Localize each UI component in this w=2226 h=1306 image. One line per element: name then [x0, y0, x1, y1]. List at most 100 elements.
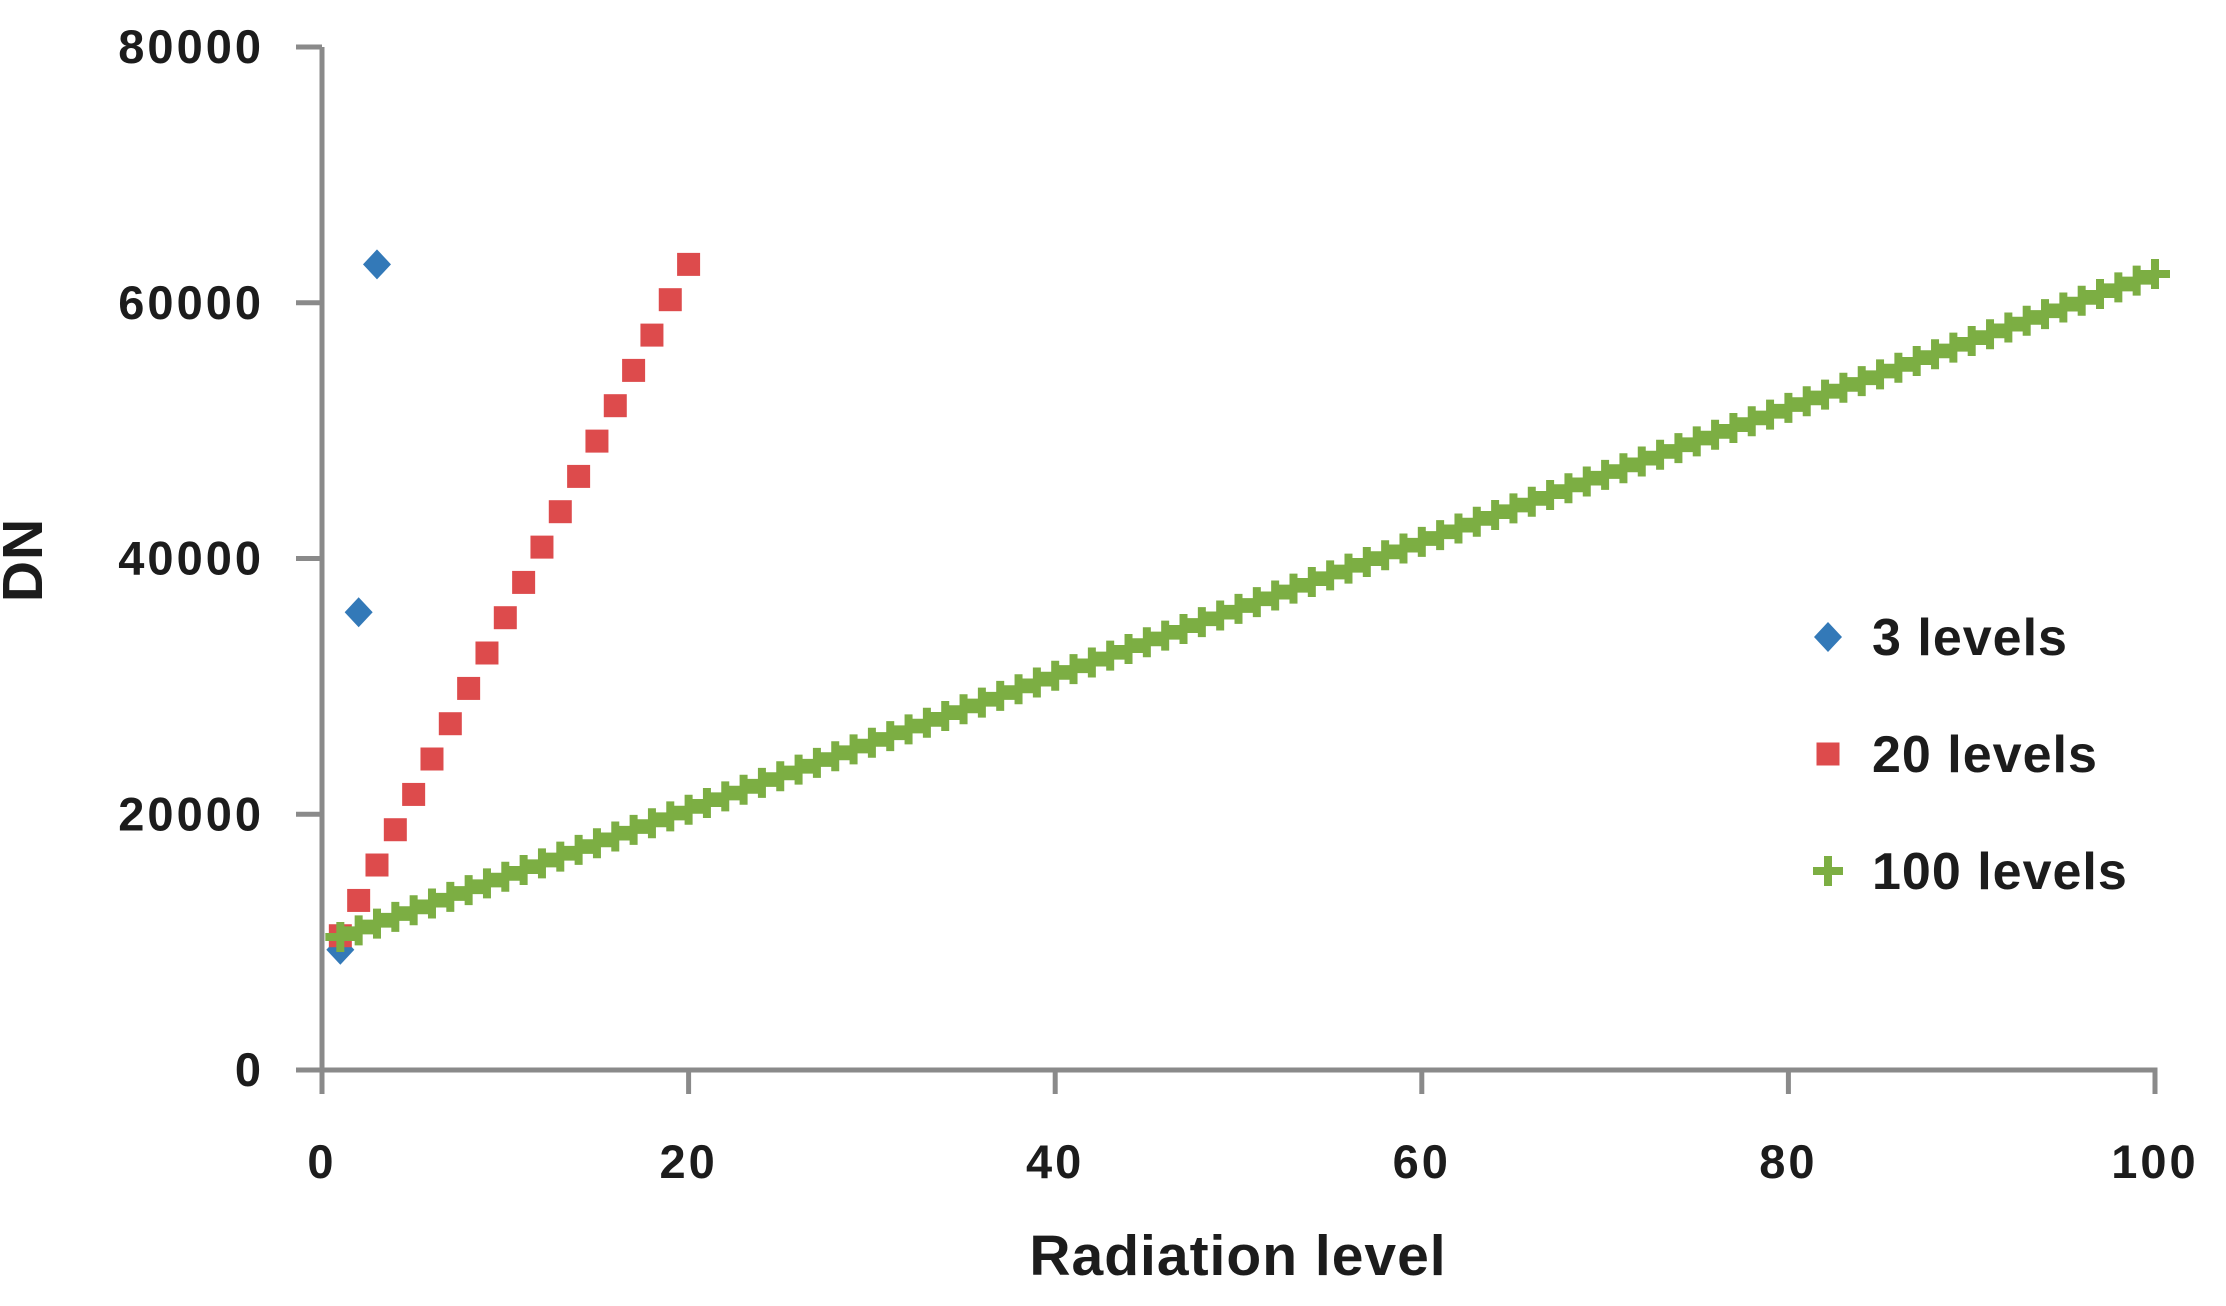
- data-point-plus: [380, 901, 411, 932]
- data-point-plus: [1021, 667, 1052, 698]
- data-point-plus: [710, 781, 741, 812]
- data-point-square: [567, 464, 591, 488]
- legend-marker-diamond-icon: [1814, 622, 1842, 652]
- data-point-plus: [636, 808, 667, 839]
- legend-label: 3 levels: [1872, 609, 2068, 667]
- plot-layer: 0 20000 40000 60000 80000 0 20 40 60 80 100: [118, 20, 2195, 1188]
- data-point-plus: [1186, 607, 1217, 638]
- data-point-plus: [673, 794, 704, 825]
- data-point-plus: [1700, 419, 1731, 450]
- data-point-square: [658, 288, 682, 312]
- data-point-plus: [1773, 392, 1804, 423]
- data-point-plus: [1241, 587, 1272, 618]
- data-point-plus: [1846, 366, 1877, 397]
- data-point-plus: [655, 801, 686, 832]
- data-point-plus: [398, 895, 429, 926]
- legend-item: 100 levels: [1813, 843, 2128, 901]
- data-point-plus: [435, 881, 466, 912]
- data-point-plus: [1718, 412, 1749, 443]
- data-point-plus: [1571, 466, 1602, 497]
- data-point-plus: [765, 761, 796, 792]
- data-point-plus: [526, 848, 557, 879]
- data-point-plus: [1351, 546, 1382, 577]
- x-axis-title: Radiation level: [1029, 1224, 1446, 1288]
- legend-item: 3 levels: [1814, 609, 2068, 667]
- data-point-plus: [856, 727, 887, 758]
- data-point-plus: [820, 741, 851, 772]
- data-point-plus: [343, 915, 374, 946]
- data-point-plus: [1975, 319, 2006, 350]
- y-tick-label: 0: [235, 1043, 264, 1096]
- data-point-plus: [1883, 352, 1914, 383]
- data-point-plus: [508, 855, 539, 886]
- data-point-square: [622, 358, 646, 382]
- data-point-square: [640, 323, 664, 347]
- data-point-plus: [1608, 453, 1639, 484]
- legend-label: 20 levels: [1872, 726, 2098, 784]
- legend-label: 100 levels: [1872, 843, 2128, 901]
- data-point-plus: [875, 721, 906, 752]
- data-point-plus: [1150, 620, 1181, 651]
- data-point-plus: [728, 774, 759, 805]
- data-point-plus: [1388, 533, 1419, 564]
- legend-marker-square-icon: [1816, 742, 1840, 766]
- data-point-plus: [966, 687, 997, 718]
- data-point-plus: [948, 694, 979, 725]
- data-point-plus: [2140, 258, 2170, 289]
- data-point-plus: [746, 767, 777, 798]
- data-point-plus: [2030, 299, 2061, 330]
- data-point-plus: [838, 734, 869, 765]
- data-point-plus: [1736, 406, 1767, 437]
- data-point-plus: [1370, 540, 1401, 571]
- data-point-plus: [911, 707, 942, 738]
- data-point-plus: [361, 908, 392, 939]
- data-point-plus: [893, 714, 924, 745]
- data-point-plus: [1681, 426, 1712, 457]
- data-point-plus: [1058, 654, 1089, 685]
- data-point-square: [512, 570, 536, 594]
- data-point-diamond: [344, 597, 373, 628]
- data-point-diamond: [362, 249, 391, 280]
- data-point-square: [457, 676, 481, 700]
- legend-item: 20 levels: [1816, 726, 2098, 784]
- data-point-square: [383, 818, 407, 842]
- data-point-square: [402, 782, 426, 806]
- data-point-plus: [1168, 613, 1199, 644]
- data-point-plus: [930, 701, 961, 732]
- data-point-plus: [1260, 580, 1291, 611]
- y-tick-label: 40000: [118, 532, 264, 585]
- data-point-plus: [1993, 312, 2024, 343]
- data-point-plus: [1076, 647, 1107, 678]
- x-tick-label: 80: [1759, 1135, 1817, 1188]
- data-point-plus: [618, 814, 649, 845]
- data-point-plus: [1755, 399, 1786, 430]
- data-point-plus: [581, 828, 612, 859]
- data-point-plus: [1956, 325, 1987, 356]
- data-point-plus: [1205, 600, 1236, 631]
- data-point-plus: [1828, 372, 1859, 403]
- data-point-plus: [1590, 459, 1621, 490]
- data-point-plus: [1663, 433, 1694, 464]
- data-point-square: [548, 500, 572, 524]
- data-point-plus: [1938, 332, 1969, 363]
- data-point-plus: [1040, 660, 1071, 691]
- data-point-square: [420, 747, 444, 771]
- data-point-plus: [1810, 379, 1841, 410]
- data-point-plus: [1443, 513, 1474, 544]
- data-point-plus: [2048, 292, 2079, 323]
- data-point-plus: [545, 841, 576, 872]
- data-point-plus: [1645, 439, 1676, 470]
- data-point-plus: [691, 787, 722, 818]
- data-point-plus: [1626, 446, 1657, 477]
- data-point-plus: [600, 821, 631, 852]
- data-point-plus: [2066, 285, 2097, 316]
- data-point-plus: [1461, 506, 1492, 537]
- data-point-square: [347, 888, 371, 912]
- data-point-plus: [1003, 674, 1034, 705]
- data-point-plus: [2103, 272, 2134, 303]
- data-point-plus: [985, 680, 1016, 711]
- data-point-plus: [416, 888, 447, 919]
- data-point-plus: [1498, 493, 1529, 524]
